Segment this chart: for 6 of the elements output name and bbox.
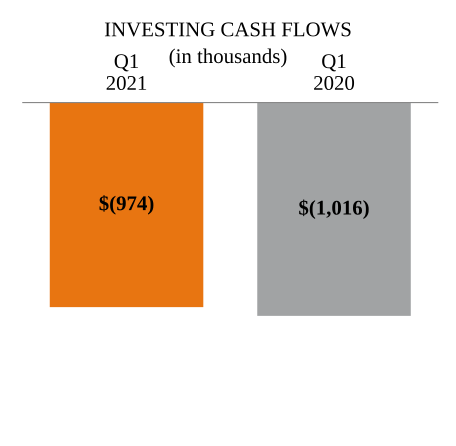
- x-tick-label: Q1 2021: [106, 54, 146, 90]
- chart-title: INVESTING CASH FLOWS: [104, 22, 351, 37]
- data-label: $(974): [100, 195, 154, 215]
- data-label: $(1,016): [299, 199, 369, 219]
- chart-subtitle: (in thousands): [170, 48, 286, 68]
- x-tick-label: Q1 2020: [314, 54, 354, 90]
